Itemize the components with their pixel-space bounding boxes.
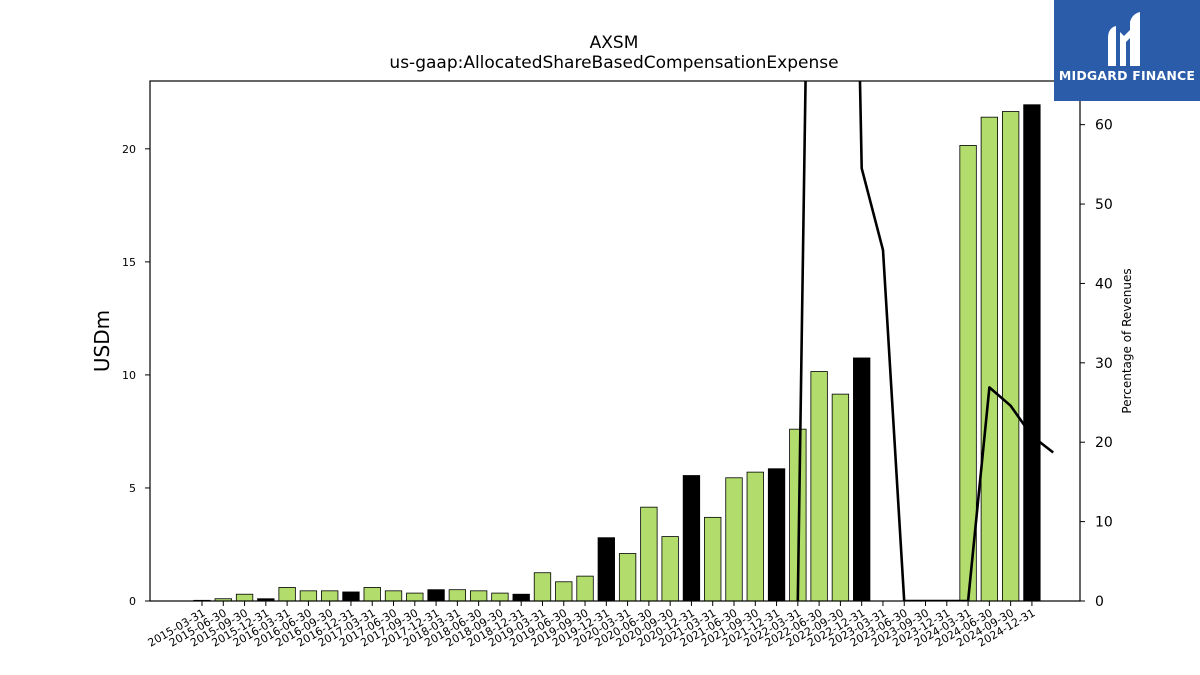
- chart-title: AXSM: [590, 33, 639, 53]
- y2-tick-label: 0: [1095, 594, 1104, 610]
- bar-2019-03-31: [533, 572, 552, 602]
- y-tick-label: 10: [122, 369, 136, 382]
- bar-2022-06-30: [810, 371, 828, 602]
- bar-2024-09-30: [1001, 111, 1020, 602]
- pct-revenue-line-0: [796, 81, 1054, 601]
- y-axis-label: USDm: [90, 310, 114, 372]
- bar-2017-06-30: [384, 590, 403, 602]
- x-axis: 2015-03-312015-06-302015-09-302015-12-31…: [146, 601, 1037, 650]
- bar-2024-06-30: [980, 116, 999, 602]
- bar-2021-06-30: [725, 477, 743, 602]
- bar-2018-06-30: [469, 590, 488, 602]
- bar-2016-06-30: [299, 590, 318, 602]
- y2-tick-label: 50: [1095, 197, 1113, 213]
- bar-2017-12-31: [427, 589, 445, 602]
- y-tick-label: 20: [122, 143, 136, 156]
- bar-2015-09-30: [235, 593, 254, 602]
- bar-2024-12-31: [1023, 104, 1041, 602]
- plot-frame: [149, 80, 1081, 602]
- bar-2016-09-30: [321, 590, 339, 602]
- brand-logo-text: MIDGARD FINANCE: [1058, 68, 1196, 83]
- bar-2021-12-31: [767, 468, 786, 602]
- y-axis-right: 0 10 20 30 40 50 60: [1080, 118, 1113, 610]
- line-group: [796, 81, 1054, 601]
- chart-subtitle: us-gaap:AllocatedShareBasedCompensationE…: [389, 53, 838, 73]
- y-tick-label: 15: [122, 256, 136, 269]
- y2-tick-label: 40: [1095, 276, 1113, 292]
- bar-2021-03-31: [704, 516, 722, 602]
- y2-tick-label: 10: [1095, 515, 1113, 531]
- bar-2022-12-31: [853, 357, 871, 602]
- bar-2020-03-31: [618, 553, 637, 602]
- bar-2022-09-30: [831, 393, 850, 602]
- bar-2019-09-30: [576, 575, 594, 602]
- y-tick-label: 0: [129, 595, 136, 608]
- bars-group: [193, 104, 1041, 602]
- bar-2017-03-31: [363, 587, 381, 602]
- y2-tick-label: 60: [1095, 118, 1113, 134]
- bar-2018-12-31: [512, 593, 530, 602]
- bar-2016-03-31: [278, 587, 296, 602]
- bar-2020-06-30: [640, 506, 658, 602]
- y2-axis-label: Percentage of Revenues: [1120, 268, 1134, 413]
- y-axis-left: 0 5 10 15 20: [122, 143, 150, 608]
- y2-tick-label: 30: [1095, 356, 1113, 372]
- y2-tick-label: 20: [1095, 435, 1113, 451]
- bar-2019-06-30: [555, 581, 573, 602]
- bar-2020-09-30: [661, 536, 679, 602]
- y-tick-label: 5: [129, 482, 136, 495]
- bar-2017-09-30: [406, 592, 424, 602]
- brand-logo: MIDGARD FINANCE: [1054, 0, 1200, 101]
- bar-2019-12-31: [597, 537, 615, 602]
- bar-2021-09-30: [746, 471, 764, 602]
- bar-2018-03-31: [448, 589, 467, 602]
- bar-2016-12-31: [342, 591, 360, 602]
- bar-2020-12-31: [682, 475, 701, 602]
- midgard-logo-icon: [1108, 12, 1140, 66]
- bar-2018-09-30: [491, 592, 509, 602]
